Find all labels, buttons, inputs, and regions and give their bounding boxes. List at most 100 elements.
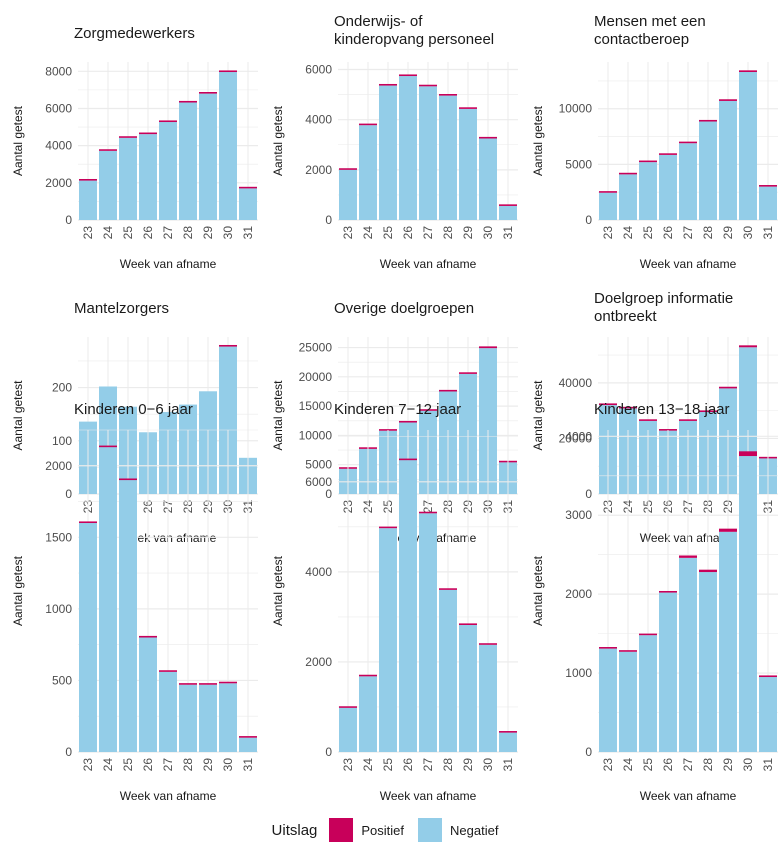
y-tick-label: 10000 xyxy=(559,102,593,116)
bar-positief xyxy=(139,635,157,638)
x-axis-label: Week van afname xyxy=(120,789,217,800)
bar-negatief xyxy=(419,513,437,752)
x-tick-label: 30 xyxy=(741,226,755,240)
bar-negatief xyxy=(639,635,657,752)
x-tick-label: 26 xyxy=(661,758,675,772)
y-tick-label: 4000 xyxy=(305,113,332,127)
bar-negatief xyxy=(499,205,517,220)
panel-5: 0500010000150002000025000232425262728293… xyxy=(271,300,518,545)
bar-positief xyxy=(639,160,657,163)
x-axis-label: Week van afname xyxy=(640,257,737,271)
bar-positief xyxy=(179,100,197,103)
panel-title-line: Kinderen 7−12 jaar xyxy=(334,401,461,418)
x-axis-label: Week van afname xyxy=(380,257,477,271)
y-tick-label: 6000 xyxy=(45,101,72,115)
y-tick-label: 0 xyxy=(65,487,72,501)
y-tick-label: 1500 xyxy=(45,530,72,544)
bar-negatief xyxy=(759,186,777,220)
panel-title: Kinderen 13−18 jaar xyxy=(594,401,730,418)
bar-positief xyxy=(399,420,417,423)
bar-negatief xyxy=(139,134,157,220)
bar-positief xyxy=(99,445,117,448)
x-tick-label: 28 xyxy=(181,226,195,240)
y-tick-label: 10000 xyxy=(299,428,333,442)
x-tick-label: 31 xyxy=(761,758,775,772)
bar-positief xyxy=(359,674,377,677)
bar-negatief xyxy=(759,677,777,752)
x-tick-label: 23 xyxy=(341,226,355,240)
panel-title: Onderwijs- of kinderopvang personeel xyxy=(334,13,494,48)
panel-title: Doelgroep informatie ontbreekt xyxy=(594,290,733,325)
bar-negatief xyxy=(659,154,677,220)
x-tick-label: 23 xyxy=(81,758,95,772)
y-tick-label: 2000 xyxy=(565,587,592,601)
bar-negatief xyxy=(479,348,497,494)
x-tick-label: 28 xyxy=(181,758,195,772)
x-tick-label: 23 xyxy=(601,758,615,772)
bar-positief xyxy=(479,136,497,139)
x-tick-label: 27 xyxy=(681,226,695,240)
x-tick-label: 24 xyxy=(621,758,635,772)
bar-positief xyxy=(339,168,357,170)
panel-title-line: contactberoep xyxy=(594,31,689,48)
bar-positief xyxy=(239,736,257,738)
x-tick-label: 31 xyxy=(241,226,255,240)
y-tick-label: 2000 xyxy=(45,459,72,473)
y-tick-label: 0 xyxy=(585,213,592,227)
x-tick-label: 27 xyxy=(421,758,435,772)
x-tick-label: 31 xyxy=(501,226,515,240)
bar-negatief xyxy=(479,644,497,752)
bar-negatief xyxy=(99,150,117,220)
x-tick-label: 30 xyxy=(481,758,495,772)
bar-positief xyxy=(719,99,737,101)
bar-negatief xyxy=(199,684,217,752)
y-tick-label: 500 xyxy=(52,673,72,687)
bar-negatief xyxy=(399,460,417,752)
bar-positief xyxy=(639,419,657,421)
bar-positief xyxy=(419,409,437,411)
bar-positief xyxy=(639,633,657,636)
bar-positief xyxy=(619,650,637,652)
bar-negatief xyxy=(439,95,457,220)
bar-negatief xyxy=(619,174,637,220)
bar-positief xyxy=(79,178,97,181)
y-axis-label: Aantal getest xyxy=(531,105,545,176)
bar-positief xyxy=(739,345,757,348)
bar-positief xyxy=(739,70,757,73)
bar-negatief xyxy=(659,592,677,752)
bar-positief xyxy=(479,643,497,645)
x-tick-label: 25 xyxy=(121,226,135,240)
panel-8: 0 2000 4000 6000 23 24 25 26 27 28 29 30 31 Week van … xyxy=(271,401,518,800)
x-tick-label: 25 xyxy=(121,758,135,772)
x-tick-label: 27 xyxy=(161,226,175,240)
bar-negatief xyxy=(219,72,237,220)
x-tick-label: 28 xyxy=(441,226,455,240)
bar-negatief xyxy=(379,528,397,752)
bar-positief xyxy=(659,153,677,155)
bar-positief xyxy=(379,429,397,431)
panel-title-line: ontbreekt xyxy=(594,308,657,325)
bar-positief xyxy=(399,74,417,77)
bar-positief xyxy=(199,683,217,685)
bar-positief xyxy=(379,526,397,529)
x-tick-label: 29 xyxy=(201,758,215,772)
bar-negatief xyxy=(99,447,117,752)
bar-positief xyxy=(179,683,197,685)
bar-negatief xyxy=(459,625,477,752)
y-tick-label: 4000 xyxy=(305,565,332,579)
x-tick-label: 31 xyxy=(241,758,255,772)
x-tick-label: 25 xyxy=(641,226,655,240)
bar-positief xyxy=(459,107,477,109)
x-tick-label: 25 xyxy=(381,758,395,772)
y-tick-label: 8000 xyxy=(45,64,72,78)
y-tick-label: 2000 xyxy=(45,176,72,190)
x-tick-label: 29 xyxy=(201,226,215,240)
bar-positief xyxy=(119,478,137,481)
bar-positief xyxy=(719,386,737,389)
bar-negatief xyxy=(159,122,177,220)
bar-positief xyxy=(599,403,617,406)
x-tick-label: 25 xyxy=(641,758,655,772)
y-axis-label: Aantal getest xyxy=(531,380,545,451)
bar-positief xyxy=(99,149,117,151)
panel-9: 0 1000 2000 3000 4000 23 24 25 26 27 28 29 30 31 Week … xyxy=(531,401,778,800)
